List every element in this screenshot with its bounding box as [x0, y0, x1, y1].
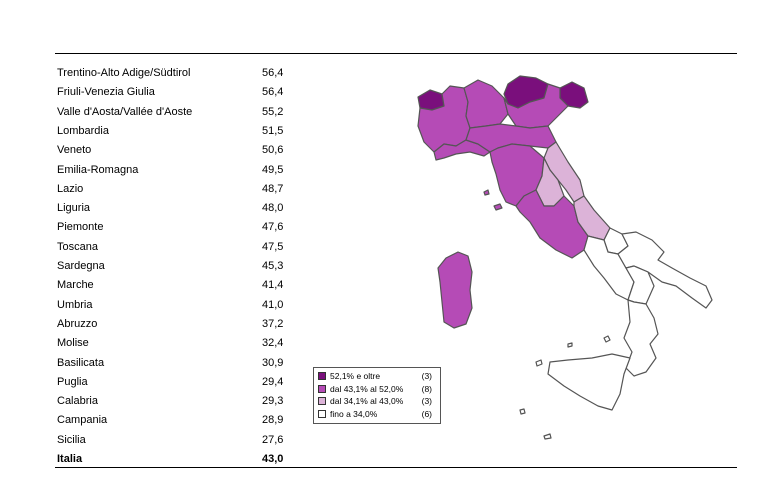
region-value: 28,9 [262, 414, 284, 427]
region-name: Trentino-Alto Adige/Südtirol [57, 67, 191, 79]
legend-count: (6) [421, 408, 432, 419]
region-value: 45,3 [262, 260, 284, 272]
region-name: Lombardia [57, 124, 109, 137]
region-name: Sardegna [57, 260, 105, 272]
legend-label: 52,1% e oltre [330, 371, 381, 381]
italy-map [417, 75, 713, 440]
region-value: 48,0 [262, 202, 284, 215]
table-row: Puglia 29,4 [57, 373, 297, 392]
table-row: Molise 32,4 [57, 334, 297, 353]
table-row: Calabria 29,3 [57, 392, 297, 411]
region-name: Lazio [57, 182, 84, 195]
region-name: Piemonte [57, 221, 104, 234]
region-name: Sicilia [57, 433, 86, 446]
table-row: Marche 41,4 [57, 276, 297, 295]
total-row: Italia 43,0 [57, 450, 297, 469]
table-row: Valle d'Aosta/Vallée d'Aoste 55,2 [57, 103, 297, 122]
table-row: Trentino-Alto Adige/Südtirol 56,4 [57, 64, 297, 83]
legend-count: (8) [421, 383, 432, 394]
region-value: 32,4 [262, 337, 284, 350]
island-eolie [603, 335, 611, 343]
table-row: Friuli-Venezia Giulia 56,4 [57, 83, 297, 102]
region-name: Veneto [57, 144, 92, 157]
region-value: 49,5 [262, 163, 284, 176]
region-value: 56,4 [262, 86, 284, 99]
region-value: 29,4 [262, 375, 284, 388]
region-value: 37,2 [262, 317, 284, 330]
region-name: Umbria [57, 298, 93, 311]
island-ustica [567, 342, 573, 348]
total-value: 43,0 [262, 453, 284, 465]
legend-item: fino a 34,0% (6) [318, 409, 436, 420]
table-row: Sicilia 27,6 [57, 431, 297, 450]
legend-swatch [318, 409, 326, 418]
table-row: Campania 28,9 [57, 411, 297, 430]
legend-label: dal 43,1% al 52,0% [330, 383, 404, 394]
bottom-rule [55, 467, 737, 468]
table-row: Toscana 47,5 [57, 238, 297, 257]
legend-swatch [318, 372, 326, 380]
region-name: Emilia-Romagna [57, 163, 139, 176]
region-value: 51,5 [262, 124, 284, 137]
table-row: Abruzzo 37,2 [57, 315, 297, 334]
table-row: Piemonte 47,6 [57, 218, 297, 237]
region-value: 48,7 [262, 182, 284, 195]
table-row: Lazio 48,7 [57, 180, 297, 199]
region-value: 41,0 [262, 298, 284, 311]
region-value: 47,5 [262, 240, 284, 253]
region-name: Liguria [57, 202, 91, 215]
table-row: Liguria 48,0 [57, 199, 297, 218]
region-name: Calabria [57, 395, 98, 408]
region-value: 55,2 [262, 105, 284, 118]
region-calabria [623, 299, 659, 377]
region-name: Friuli-Venezia Giulia [57, 86, 155, 99]
table-row: Sardegna 45,3 [57, 257, 297, 276]
region-value: 27,6 [262, 433, 284, 446]
island-elba [493, 203, 503, 211]
legend-swatch [318, 384, 326, 393]
region-value: 41,4 [262, 279, 284, 292]
region-sicilia [547, 353, 631, 411]
island-pelagie [543, 433, 552, 440]
table-row: Lombardia 51,5 [57, 122, 297, 141]
island-pantelleria [519, 408, 526, 415]
legend-label: fino a 34,0% [330, 408, 378, 419]
map-legend: 52,1% e oltre (3) dal 43,1% al 52,0% (8) dal… [313, 367, 441, 424]
legend-count: (3) [421, 371, 432, 381]
region-name: Valle d'Aosta/Vallée d'Aoste [57, 105, 193, 118]
region-name: Puglia [57, 375, 88, 388]
region-name: Campania [57, 414, 108, 427]
region-liguria [433, 139, 491, 161]
region-lombardia [463, 79, 509, 129]
total-name: Italia [57, 453, 83, 465]
island-egadi [535, 359, 543, 367]
legend-item: 52,1% e oltre (3) [318, 371, 436, 382]
region-name: Molise [57, 337, 89, 350]
island-capraia [483, 189, 490, 196]
legend-swatch [318, 397, 326, 405]
legend-item: dal 34,1% al 43,0% (3) [318, 396, 436, 407]
region-value: 56,4 [262, 67, 284, 79]
region-name: Abruzzo [57, 317, 98, 330]
table-row: Emilia-Romagna 49,5 [57, 161, 297, 180]
legend-count: (3) [421, 396, 432, 406]
region-value: 29,3 [262, 395, 284, 408]
top-rule [55, 53, 737, 54]
region-name: Basilicata [57, 356, 105, 369]
region-value: 50,6 [262, 144, 284, 157]
table-row: Veneto 50,6 [57, 141, 297, 160]
legend-label: dal 34,1% al 43,0% [330, 396, 404, 406]
region-name: Toscana [57, 240, 98, 253]
table-row: Umbria 41,0 [57, 296, 297, 315]
region-value: 30,9 [262, 356, 284, 369]
region-sardegna [437, 251, 473, 329]
region-name: Marche [57, 279, 94, 292]
table-row: Basilicata 30,9 [57, 354, 297, 373]
legend-item: dal 43,1% al 52,0% (8) [318, 384, 436, 395]
region-value: 47,6 [262, 221, 284, 234]
